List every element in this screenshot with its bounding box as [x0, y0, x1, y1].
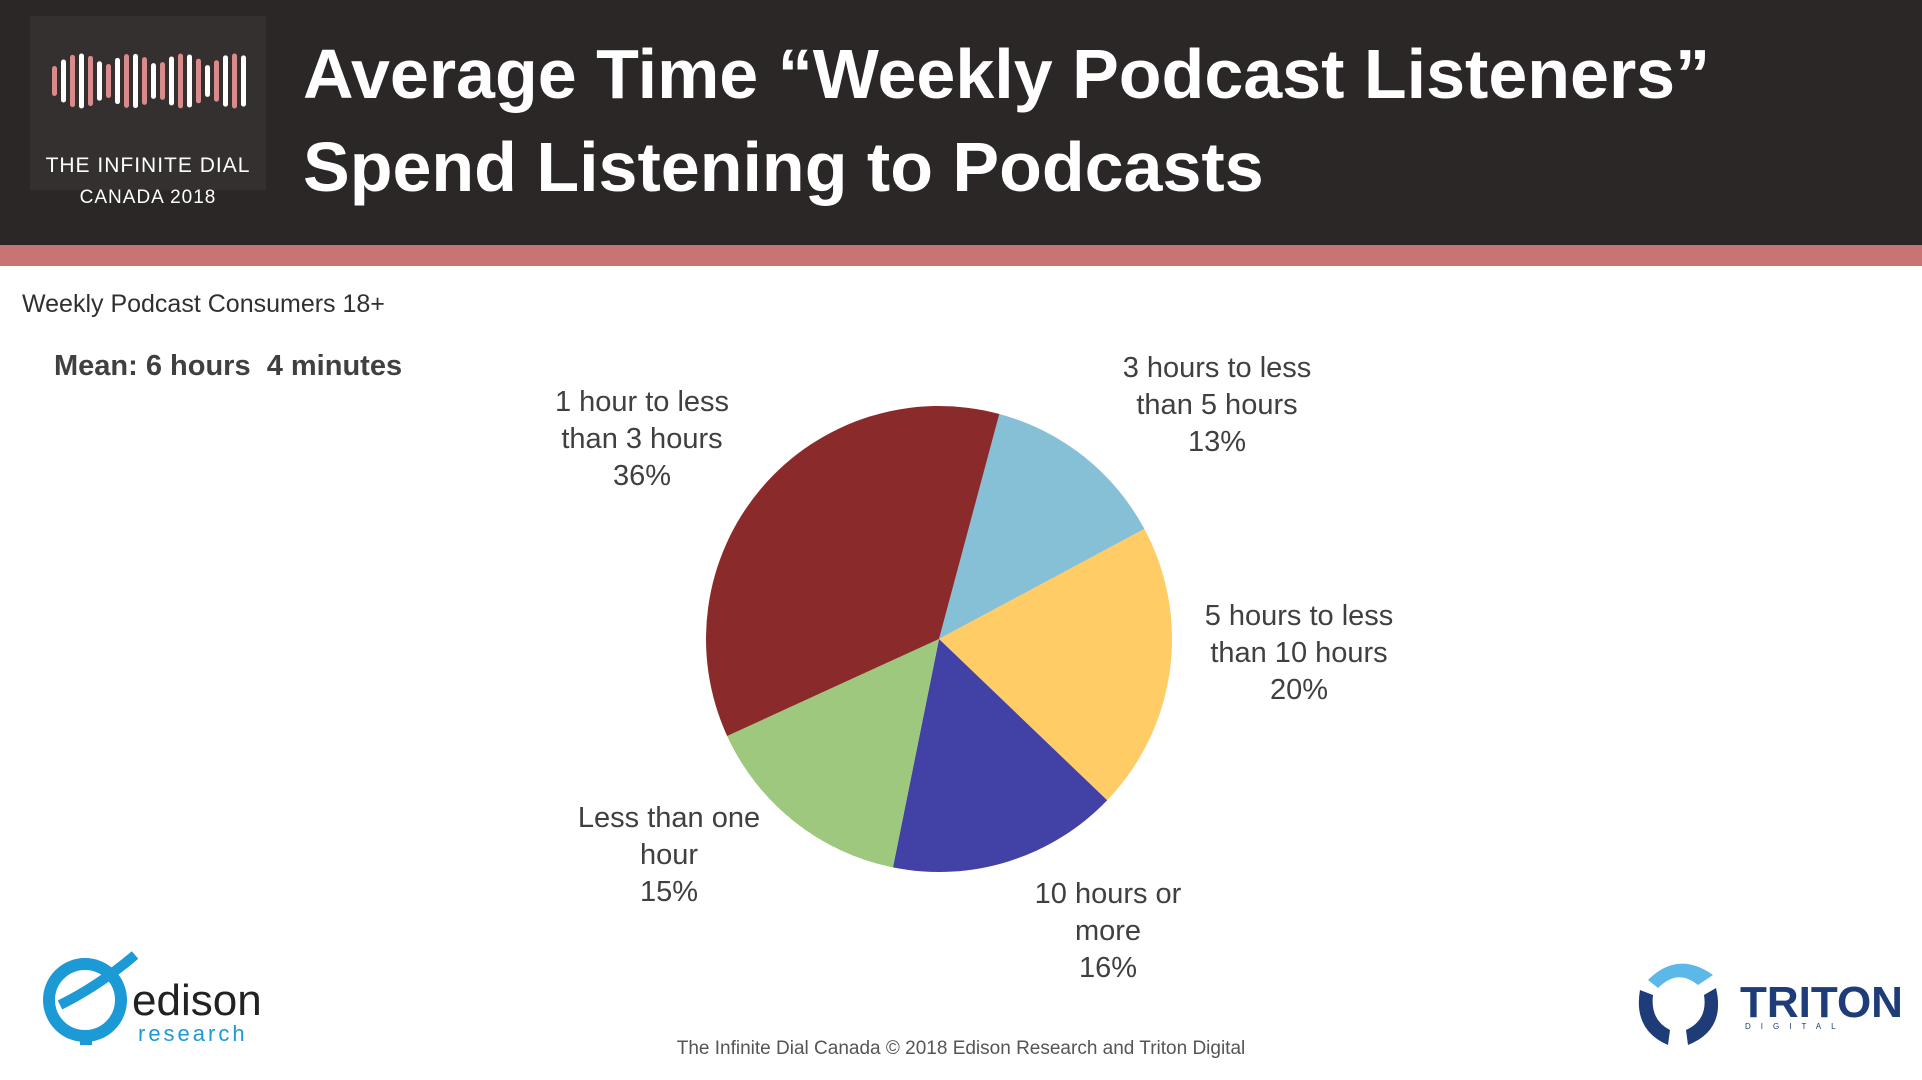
triton-logo-mark — [1638, 963, 1719, 1045]
header-stripe — [0, 245, 1922, 266]
logo-bar — [187, 54, 192, 108]
logo-bar — [196, 58, 201, 104]
slice-label: 10 hours or more 16% — [983, 876, 1233, 987]
pie-slice — [727, 639, 939, 868]
logo-bar — [151, 63, 156, 99]
subtitle: Weekly Podcast Consumers 18+ — [22, 290, 385, 318]
slice-label: Less than one hour 15% — [544, 800, 794, 911]
triton-logo-subtext: DIGITAL — [1745, 1022, 1846, 1031]
logo-bar — [61, 59, 66, 103]
pie-slice — [706, 406, 1000, 736]
category-label: 3 hours to less than 5 hours — [1122, 352, 1312, 421]
pie-slice — [892, 639, 1108, 872]
title: Average Time “Weekly Podcast Listeners” … — [303, 35, 1711, 206]
logo-bar — [70, 54, 75, 108]
logo-bar — [52, 66, 57, 96]
value-label: 20% — [1269, 674, 1329, 706]
infinite-dial-logo — [30, 16, 266, 190]
value-label: 15% — [639, 876, 699, 908]
logo-bar — [214, 60, 219, 102]
category-label: 10 hours or more — [1034, 878, 1182, 947]
logo-subtitle: CANADA 2018 — [79, 187, 217, 208]
pie-slice — [939, 413, 1145, 639]
logo-bar — [223, 55, 228, 107]
value-label: 16% — [1078, 952, 1138, 984]
logo-bar — [178, 53, 183, 109]
category-label: Less than one hour — [577, 802, 761, 871]
logo-bar — [169, 56, 174, 106]
value-label: 13% — [1187, 426, 1247, 458]
logo-bar — [115, 57, 120, 105]
annotation: Mean: 6 hours 4 minutes — [54, 350, 403, 382]
logo-bar — [232, 53, 237, 109]
logo-bar — [133, 53, 138, 109]
logo-bar — [160, 62, 165, 100]
triton-logo-text: TRITON — [1740, 978, 1903, 1027]
logo-bar — [142, 57, 147, 105]
edison-logo-text: edison — [132, 976, 262, 1025]
category-label: 1 hour to less than 3 hours — [554, 386, 730, 455]
value-label: 36% — [612, 460, 672, 492]
header-band — [0, 0, 1922, 245]
edison-logo-subtext: research — [138, 1021, 248, 1046]
logo-title: THE INFINITE DIAL — [45, 154, 251, 177]
logo-bar — [79, 53, 84, 109]
slice-label: 1 hour to less than 3 hours 36% — [517, 384, 767, 495]
logo-bar — [106, 64, 111, 98]
edison-logo-mark — [43, 951, 139, 1045]
logo-bars — [52, 53, 246, 109]
logo-bar — [97, 61, 102, 101]
pie-slice — [939, 528, 1173, 801]
logo-bar — [241, 55, 246, 107]
category-label: 5 hours to less than 10 hours — [1204, 600, 1394, 669]
footer: The Infinite Dial Canada © 2018 Edison R… — [676, 1038, 1246, 1059]
slice-label: 5 hours to less than 10 hours 20% — [1174, 598, 1424, 709]
logo-bar — [124, 54, 129, 108]
slice-label: 3 hours to less than 5 hours 13% — [1092, 350, 1342, 461]
logo-bar — [205, 65, 210, 97]
logo-bar — [88, 55, 93, 107]
